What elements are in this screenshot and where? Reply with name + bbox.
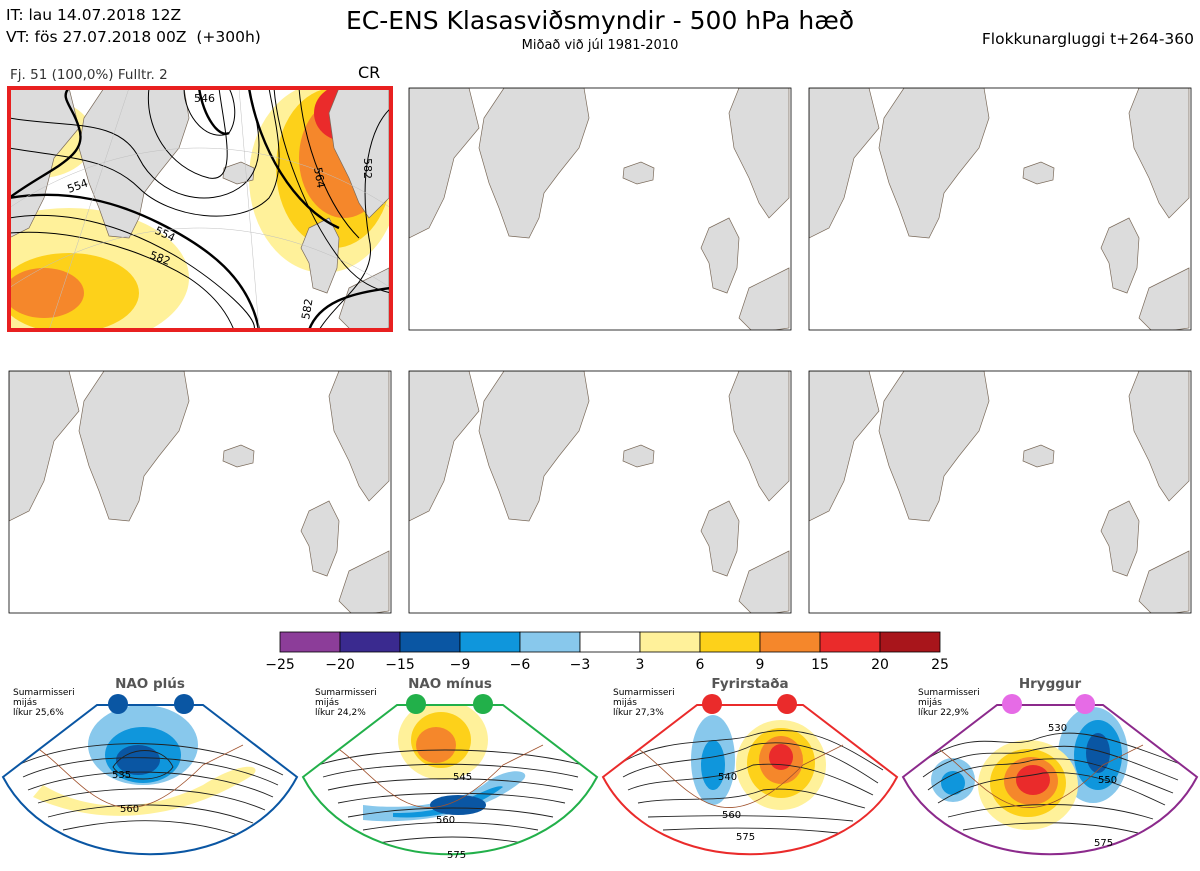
panel-3-map — [808, 87, 1192, 331]
regime-blocking — [601, 704, 899, 856]
colorbar-swatch — [819, 631, 881, 653]
regime-dot — [406, 694, 426, 714]
regime-note-nao-plus: Sumarmisseri mijás líkur 25,6% — [13, 688, 75, 718]
regime-blocking-label: 575 — [736, 832, 755, 843]
colorbar-tick-label: −25 — [265, 657, 295, 673]
colorbar-tick-label: 20 — [871, 657, 889, 673]
regime-note-blocking: Sumarmisseri mijás líkur 27,3% — [613, 688, 675, 718]
panel1-regime: CR — [358, 63, 381, 82]
regime-dot — [702, 694, 722, 714]
colorbar-tick-label: 9 — [756, 657, 765, 673]
panel-6-map — [808, 370, 1192, 614]
colorbar-swatch — [399, 631, 461, 653]
panel1-info: Fj. 51 (100,0%) Fulltr. 2 — [10, 67, 168, 83]
panel1-contour-label: 564 — [311, 166, 327, 189]
regime-nao-minus-label: 560 — [436, 815, 455, 826]
colorbar-tick-label: −9 — [450, 657, 471, 673]
regime-nao-plus — [1, 704, 299, 856]
regime-note-ridge: Sumarmisseri mijás líkur 22,9% — [918, 688, 980, 718]
valid-time: VT: fös 27.07.2018 00Z (+300h) — [6, 28, 261, 46]
regime-dot — [1002, 694, 1022, 714]
header-info: IT: lau 14.07.2018 12Z VT: fös 27.07.2018… — [6, 4, 261, 48]
panel1-contour-label: 582 — [299, 298, 315, 321]
regime-title-blocking: Fyrirstaða — [711, 676, 789, 692]
colorbar-swatch — [339, 631, 401, 653]
panel-2-map — [408, 87, 792, 331]
regime-blocking-label: 560 — [722, 810, 741, 821]
regime-dot — [777, 694, 797, 714]
init-time: IT: lau 14.07.2018 12Z — [6, 6, 182, 24]
colorbar-tick-label: 25 — [931, 657, 949, 673]
regime-dot — [1075, 694, 1095, 714]
colorbar-swatch — [279, 631, 341, 653]
regime-ridge-label: 530 — [1048, 723, 1067, 734]
colorbar-swatch — [879, 631, 941, 653]
panel-5-map — [408, 370, 792, 614]
regime-blocking-label: 540 — [718, 772, 737, 783]
colorbar: −25 −20 −15 −9 −6 −3 3 6 9 15 20 25 — [265, 631, 949, 673]
panel-4-map — [8, 370, 392, 614]
colorbar-tick-label: 6 — [696, 657, 705, 673]
regime-ridge-label: 550 — [1098, 775, 1117, 786]
colorbar-tick-label: 15 — [811, 657, 829, 673]
colorbar-tick-label: −20 — [325, 657, 355, 673]
colorbar-tick-label: −15 — [385, 657, 415, 673]
regime-title-ridge: Hryggur — [1018, 676, 1082, 692]
colorbar-swatch — [759, 631, 821, 653]
panel-1-map: 546 554 564 582 582 582 554 — [7, 86, 393, 332]
classification-window: Flokkunargluggi t+264-360 — [981, 30, 1194, 48]
regime-ridge-label: 575 — [1094, 838, 1113, 849]
colorbar-swatch — [519, 631, 581, 653]
regime-dot — [473, 694, 493, 714]
panel1-contour-label: 546 — [194, 92, 215, 105]
panel1-contour-label: 582 — [361, 158, 374, 179]
colorbar-swatch — [699, 631, 761, 653]
regime-note-nao-minus: Sumarmisseri mijás líkur 24,2% — [315, 688, 377, 718]
regime-title-nao-plus: NAO plús — [115, 676, 185, 692]
regime-nao-minus — [301, 704, 599, 856]
regime-dot — [174, 694, 194, 714]
page-subtitle: Miðað við júl 1981-2010 — [521, 38, 679, 53]
regime-dots — [108, 694, 1095, 714]
regime-ridge — [901, 704, 1199, 856]
regime-nao-plus-label: 535 — [112, 770, 131, 781]
regime-title-nao-minus: NAO mínus — [408, 676, 492, 692]
regime-dot — [108, 694, 128, 714]
page-title: EC-ENS Klasasviðsmyndir - 500 hPa hæð — [345, 6, 855, 35]
colorbar-tick-label: 3 — [636, 657, 645, 673]
colorbar-tick-label: −6 — [510, 657, 531, 673]
colorbar-swatch — [579, 631, 641, 653]
colorbar-tick-label: −3 — [570, 657, 591, 673]
regime-nao-plus-label: 560 — [120, 804, 139, 815]
colorbar-swatch — [639, 631, 701, 653]
regime-nao-minus-label: 575 — [447, 850, 466, 861]
colorbar-swatch — [459, 631, 521, 653]
regime-nao-minus-label: 545 — [453, 772, 472, 783]
